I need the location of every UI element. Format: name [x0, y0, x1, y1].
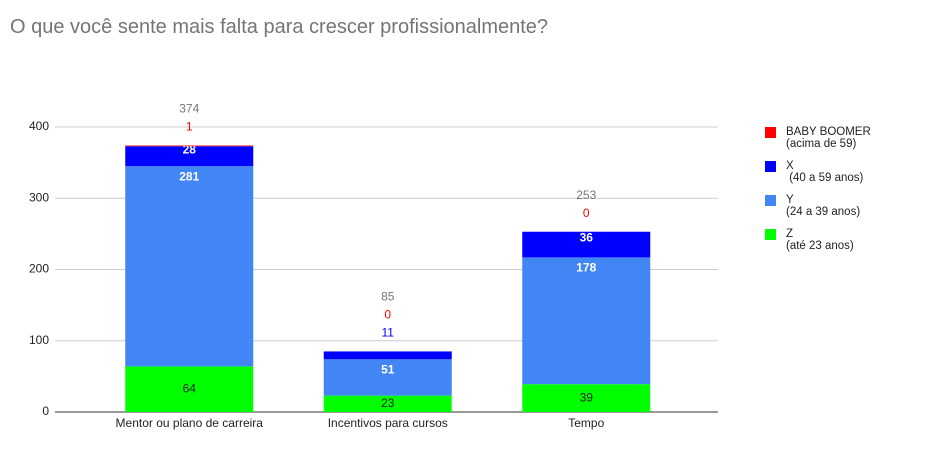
legend-swatch: [765, 127, 776, 138]
bar-segment: [522, 257, 651, 385]
y-tick-label: 0: [42, 404, 49, 418]
y-tick-label: 300: [29, 190, 49, 204]
value-label: 11: [382, 326, 395, 340]
legend-text: X: [786, 160, 794, 172]
value-label: 23: [381, 396, 395, 410]
bar-segment: [522, 384, 651, 412]
value-label: 1: [186, 120, 193, 134]
value-label: 0: [583, 206, 590, 220]
bar-segment: [522, 231, 651, 258]
value-label: 178: [576, 261, 596, 275]
value-label: 51: [381, 362, 395, 376]
bar-segment: [125, 145, 254, 147]
total-label: 85: [381, 290, 395, 304]
legend-swatch: [765, 229, 776, 240]
value-label: 28: [183, 142, 197, 156]
x-tick-label: Mentor ou plano de carreira: [116, 416, 264, 430]
value-label: 0: [384, 308, 391, 322]
legend-text: BABY BOOMER: [786, 126, 871, 138]
value-label: 36: [580, 231, 594, 245]
legend-text: (40 a 59 anos): [786, 172, 864, 184]
value-label: 39: [580, 390, 594, 404]
bar-segment: [125, 366, 254, 412]
chart-title: O que você sente mais falta para crescer…: [10, 16, 548, 38]
x-tick-label: Tempo: [568, 416, 604, 430]
legend-swatch: [765, 161, 776, 172]
y-tick-label: 200: [29, 262, 49, 276]
legend-text: (até 23 anos): [786, 240, 854, 252]
value-label: 281: [179, 169, 199, 183]
legend-text: Y: [786, 194, 794, 206]
y-tick-label: 400: [29, 119, 49, 133]
y-tick-label: 100: [29, 333, 49, 347]
legend-swatch: [765, 195, 776, 206]
value-label: 64: [183, 381, 197, 395]
x-tick-label: Incentivos para cursos: [328, 416, 448, 430]
bar-segment: [323, 351, 452, 360]
total-label: 374: [179, 102, 199, 116]
bar-segment: [323, 359, 452, 396]
bar-segment: [125, 146, 254, 167]
bar-segment: [125, 166, 254, 367]
bar-segment: [323, 395, 452, 412]
legend-text: (acima de 59): [786, 138, 856, 150]
legend-text: (24 a 39 anos): [786, 206, 860, 218]
legend-text: Z: [786, 228, 793, 240]
total-label: 253: [576, 188, 596, 202]
